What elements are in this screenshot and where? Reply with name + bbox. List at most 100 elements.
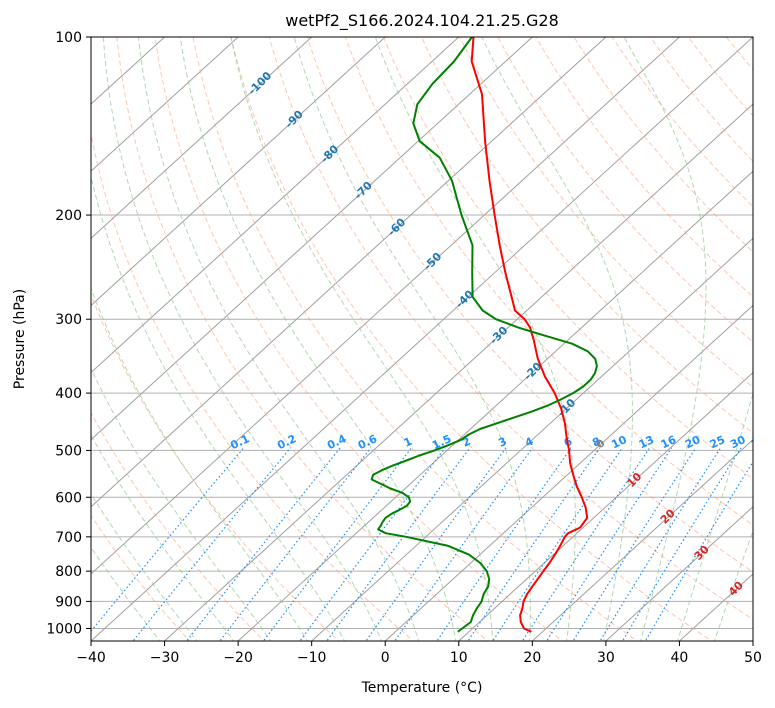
y-tick-label: 200 [55, 208, 82, 224]
isotherm--40 [91, 37, 753, 641]
x-axis-label: Temperature (°C) [361, 680, 483, 696]
y-tick-label: 600 [55, 490, 82, 506]
mixing-ratio-line [91, 447, 245, 632]
isotherm--70 [91, 37, 534, 441]
dry-adiabat [91, 411, 265, 641]
moist-adiabat [91, 434, 235, 641]
profile-lines [370, 37, 598, 633]
mixing-ratio-label: 4 [523, 435, 536, 450]
y-tick-label: 700 [55, 530, 82, 546]
chart-title: wetPf2_S166.2024.104.21.25.G28 [285, 11, 559, 31]
mixing-ratio-label: 16 [659, 433, 679, 451]
mixing-ratio-line [467, 447, 601, 641]
mixing-ratio-line [219, 447, 372, 641]
moist-adiabat [230, 37, 494, 641]
mixing-ratio-line [644, 460, 753, 641]
dry-adiabat [268, 37, 753, 621]
background-lines [91, 24, 775, 644]
dry-adiabat [306, 37, 753, 573]
dry-adiabat [754, 24, 775, 644]
mixing-ratio-line [572, 447, 697, 641]
isotherm-20 [531, 438, 753, 641]
mixing-ratio-label: 20 [683, 433, 703, 451]
dry-adiabat [154, 37, 564, 641]
dry-adiabat [497, 37, 753, 343]
mixing-ratio-label: 13 [637, 433, 656, 451]
moist-adiabat [713, 529, 753, 641]
isotherm-30 [605, 506, 753, 641]
dry-adiabat [421, 37, 753, 434]
dry-adiabat [192, 37, 639, 641]
x-tick-label: 40 [671, 650, 689, 666]
isotherm--110 [91, 37, 239, 172]
isotherm--20 [237, 170, 753, 641]
x-tick-label: 0 [381, 650, 390, 666]
isotherm--30 [163, 103, 753, 641]
mixing-ratio-label: 0.2 [275, 432, 298, 452]
mixing-ratio-line [299, 447, 446, 641]
y-axis-label: Pressure (hPa) [12, 289, 28, 389]
dry-adiabat [91, 514, 191, 641]
mixing-ratio-label: 30 [728, 433, 748, 451]
mixing-ratio-line [185, 447, 341, 641]
isotherm-40 [678, 573, 753, 641]
moist-adiabat [138, 37, 420, 641]
isotherm--100 [91, 37, 313, 240]
isotherm-label: -100 [246, 69, 275, 98]
dry-adiabat [91, 293, 340, 641]
y-tick-label: 100 [55, 30, 82, 46]
x-tick-label: −10 [297, 650, 327, 666]
isotherm-10 [458, 371, 753, 641]
x-tick-label: 20 [523, 650, 541, 666]
plot-frame [90, 36, 754, 642]
x-tick-label: −20 [223, 650, 253, 666]
mixing-ratio-line [393, 447, 534, 641]
dewpoint-line [370, 37, 598, 633]
isotherm--60 [91, 37, 607, 508]
moist-adiabat [374, 37, 576, 641]
dry-adiabat [382, 37, 753, 480]
mixing-ratio-line [491, 447, 623, 641]
mixing-ratio-line [365, 447, 507, 641]
moist-adiabat [623, 37, 707, 641]
mixing-ratio-label: 0.1 [228, 432, 251, 452]
dry-adiabat [687, 37, 753, 117]
mixing-ratio-line [545, 447, 673, 641]
moist-adiabat [179, 37, 457, 641]
isotherm-0 [384, 304, 753, 641]
moist-adiabat [91, 367, 272, 641]
mixing-ratio-label: 1 [402, 435, 414, 450]
y-tick-label: 300 [55, 312, 82, 328]
moist-adiabat [676, 391, 753, 641]
mixing-ratio-label: 1.5 [430, 432, 453, 452]
moist-adiabat [102, 37, 383, 641]
mixing-ratio-label: 0.6 [356, 432, 379, 452]
temperature-line [470, 37, 589, 633]
mixing-ratio-label: 36 [749, 433, 769, 451]
y-tick-label: 900 [55, 594, 82, 610]
mixing-ratio-line [599, 447, 722, 641]
dry-adiabat [344, 37, 753, 526]
dry-adiabat [91, 131, 415, 641]
y-tick-label: 1000 [46, 621, 82, 637]
mixing-ratio-line [521, 447, 651, 641]
mixing-ratio-line [621, 447, 742, 641]
axes: −40 −30 −20 −10 0 10 20 30 40 50 100 200 300 400 500 60… [46, 30, 762, 666]
isotherm--90 [91, 37, 386, 307]
x-tick-label: −40 [76, 650, 106, 666]
mixing-ratio-label: 0.4 [325, 432, 348, 452]
moist-adiabat [91, 174, 346, 641]
dry-adiabat [230, 37, 713, 641]
mixing-ratio-label: 25 [708, 433, 727, 451]
moist-adiabat [91, 286, 309, 641]
x-tick-label: −30 [150, 650, 180, 666]
y-tick-label: 500 [55, 443, 82, 459]
isotherm--80 [91, 37, 460, 374]
mixing-ratio-label: 3 [496, 435, 508, 450]
mixing-ratio-line [436, 447, 572, 641]
y-tick-label: 800 [55, 564, 82, 580]
x-tick-label: 30 [597, 650, 615, 666]
isoline-labels: 0.1 0.2 0.4 0.6 1 1.5 2 3 4 6 8 10 13 16 20 25 30 36-100-… [228, 69, 769, 599]
moist-adiabat [91, 492, 198, 641]
